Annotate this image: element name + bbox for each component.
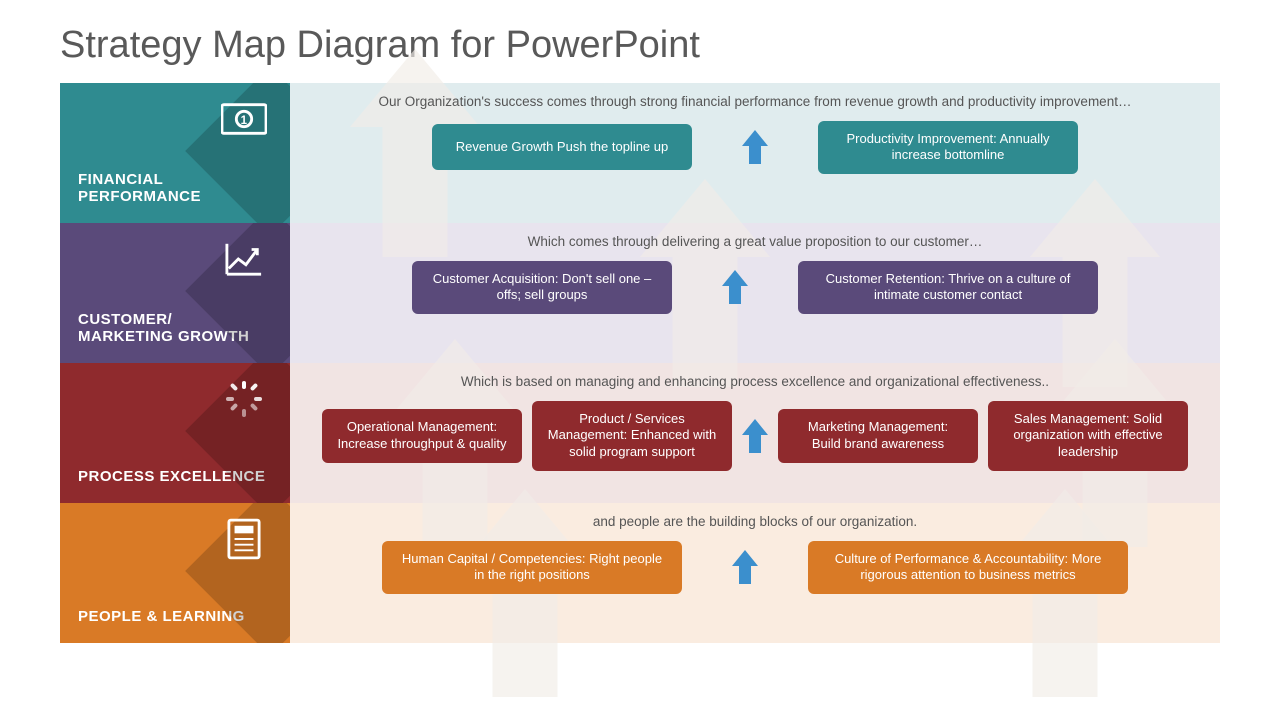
chip: Revenue Growth Push the topline up <box>432 124 692 170</box>
row-description: Which is based on managing and enhancing… <box>461 373 1049 391</box>
chip: Product / Services Management: Enhanced … <box>532 401 732 472</box>
row-description: and people are the building blocks of ou… <box>593 513 917 531</box>
chip: Operational Management: Increase through… <box>322 409 522 463</box>
chip: Sales Management: Solid organization wit… <box>988 401 1188 472</box>
chip: Marketing Management: Build brand awaren… <box>778 409 978 463</box>
row-label: CUSTOMER/ MARKETING GROWTH <box>60 223 290 363</box>
row-label-text: PEOPLE & LEARNING <box>78 608 272 625</box>
row-people: PEOPLE & LEARNING and people are the bui… <box>60 503 1220 643</box>
row-label-text: CUSTOMER/ MARKETING GROWTH <box>78 311 272 345</box>
chip: Culture of Performance & Accountability:… <box>808 541 1128 595</box>
row-description: Our Organization's success comes through… <box>379 93 1132 111</box>
chip: Human Capital / Competencies: Right peop… <box>382 541 682 595</box>
row-content: Which is based on managing and enhancing… <box>290 363 1220 503</box>
page-title: Strategy Map Diagram for PowerPoint <box>0 0 1280 83</box>
chip: Customer Acquisition: Don't sell one – o… <box>412 261 672 315</box>
arrow-up-icon <box>722 269 748 305</box>
strategy-map: 1 FINANCIAL PERFORMANCE Our Organization… <box>60 83 1220 643</box>
row-content: Our Organization's success comes through… <box>290 83 1220 223</box>
book-icon <box>220 515 268 563</box>
arrow-up-icon <box>732 549 758 585</box>
spinner-icon <box>220 375 268 423</box>
svg-text:1: 1 <box>241 115 248 127</box>
row-label: PEOPLE & LEARNING <box>60 503 290 643</box>
arrow-up-icon <box>742 129 768 165</box>
chip: Customer Retention: Thrive on a culture … <box>798 261 1098 315</box>
money-icon: 1 <box>220 95 268 143</box>
row-customer: CUSTOMER/ MARKETING GROWTH Which comes t… <box>60 223 1220 363</box>
row-process: PROCESS EXCELLENCE Which is based on man… <box>60 363 1220 503</box>
chip: Productivity Improvement: Annually incre… <box>818 121 1078 175</box>
row-content: Which comes through delivering a great v… <box>290 223 1220 363</box>
chip-group: Human Capital / Competencies: Right peop… <box>382 541 1128 595</box>
row-label-text: PROCESS EXCELLENCE <box>78 468 272 485</box>
chip-group: Customer Acquisition: Don't sell one – o… <box>412 261 1098 315</box>
arrow-up-icon <box>742 418 768 454</box>
chip-group: Operational Management: Increase through… <box>322 401 1188 472</box>
row-financial: 1 FINANCIAL PERFORMANCE Our Organization… <box>60 83 1220 223</box>
row-label-text: FINANCIAL PERFORMANCE <box>78 171 272 205</box>
row-description: Which comes through delivering a great v… <box>528 233 983 251</box>
chip-group: Revenue Growth Push the topline up Produ… <box>432 121 1078 175</box>
chart-icon <box>220 235 268 283</box>
row-label: 1 FINANCIAL PERFORMANCE <box>60 83 290 223</box>
row-content: and people are the building blocks of ou… <box>290 503 1220 643</box>
row-label: PROCESS EXCELLENCE <box>60 363 290 503</box>
